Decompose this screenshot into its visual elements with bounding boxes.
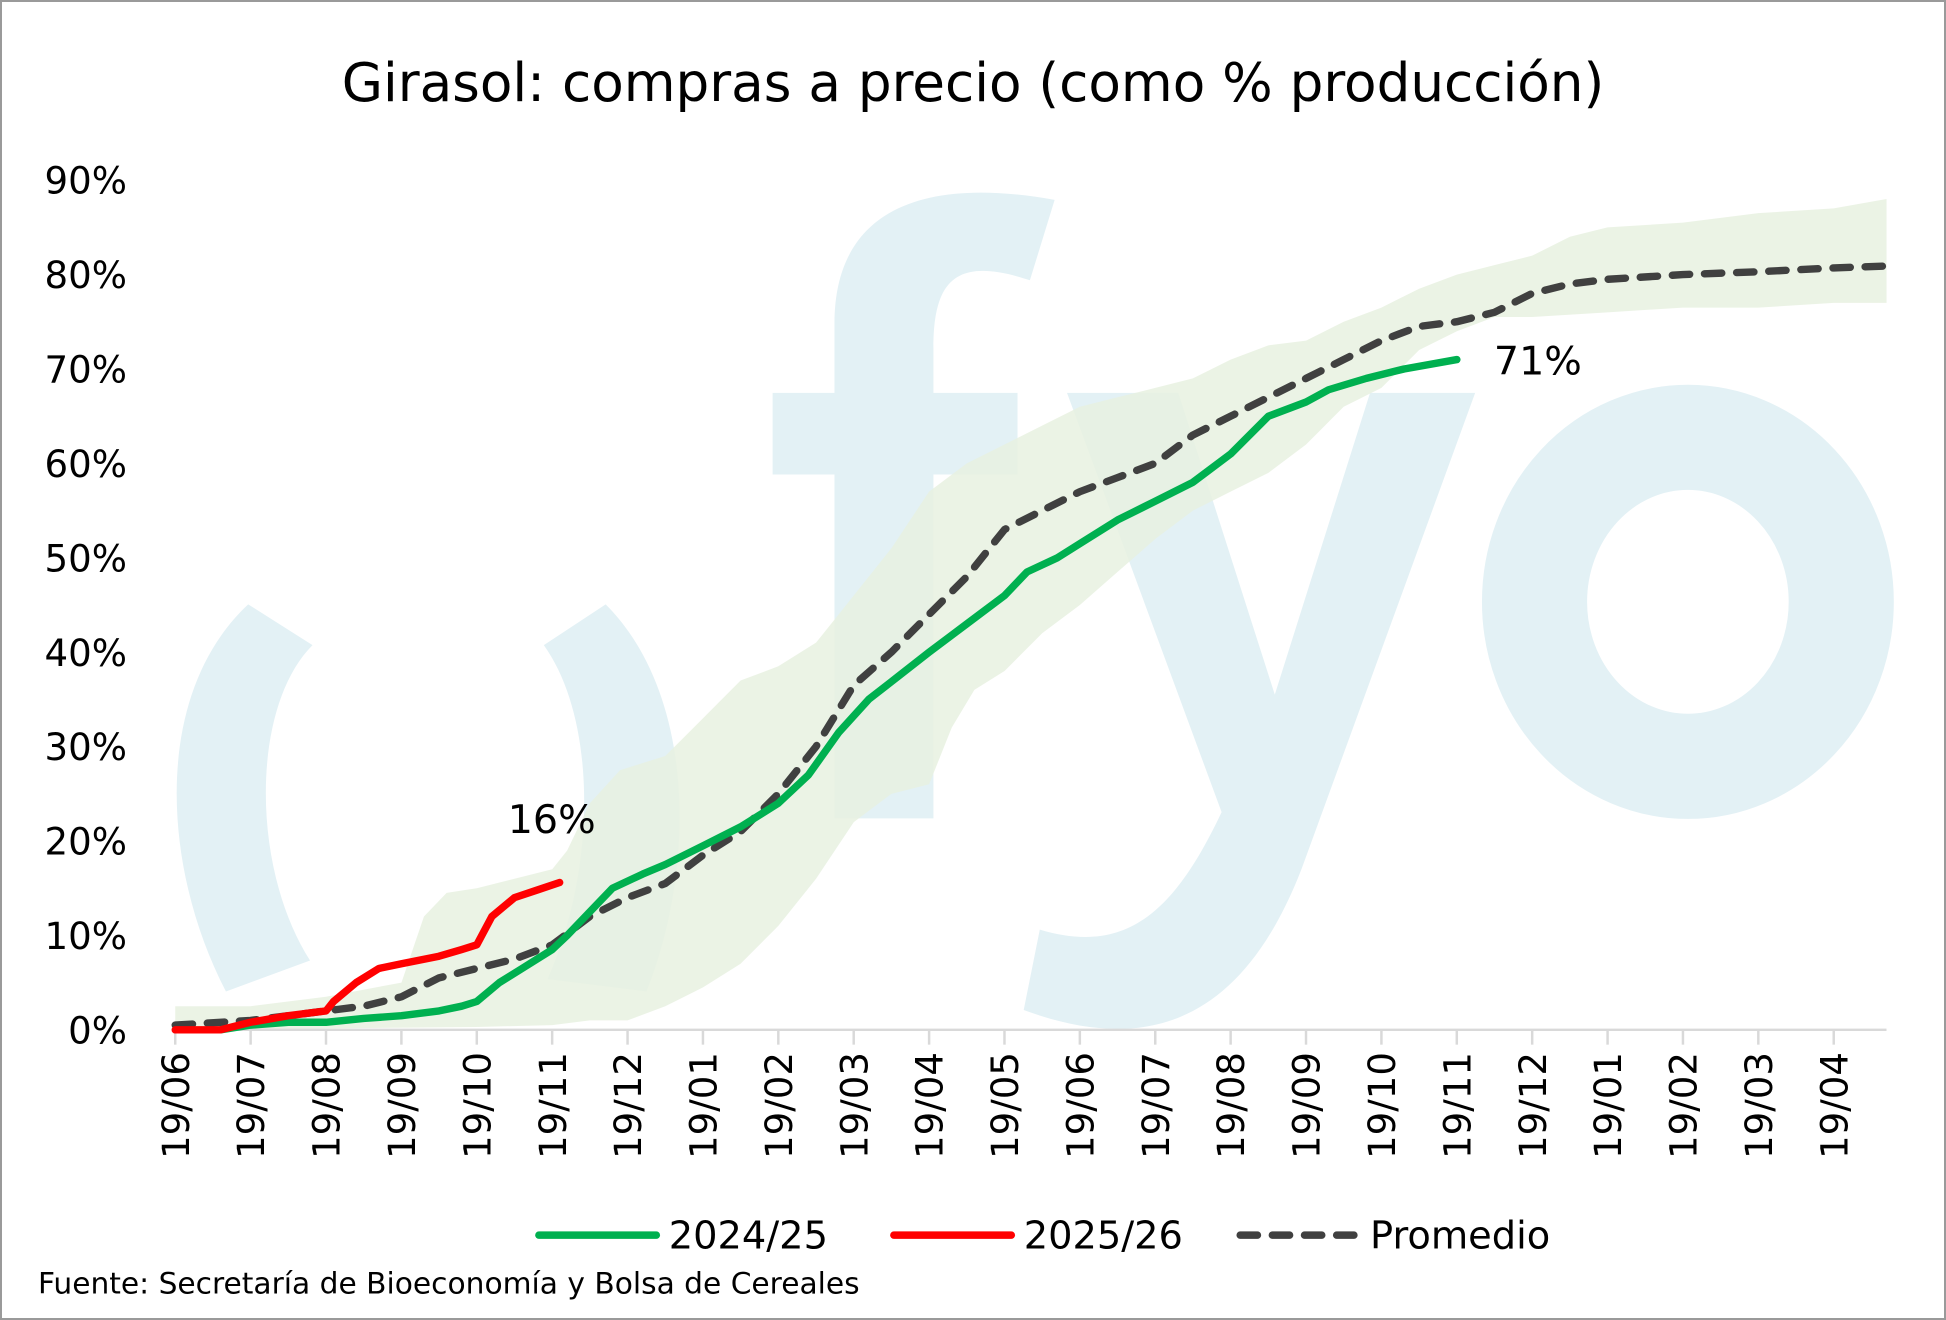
- legend: 2024/25 2025/26 Promedio: [535, 1214, 1550, 1259]
- x-tick-label: 19/09: [1286, 1052, 1329, 1159]
- min-max-band: [175, 199, 1887, 1030]
- series-line-2025-26: [171, 878, 564, 1034]
- watermark-letter-o: [1481, 384, 1894, 819]
- y-tick-label: 30%: [45, 726, 127, 769]
- x-tick-label: 19/12: [607, 1052, 650, 1159]
- x-tick-label: 19/10: [1361, 1052, 1404, 1159]
- y-tick-label: 60%: [45, 443, 127, 486]
- x-tick-label: 19/03: [1738, 1052, 1781, 1159]
- x-tick-label: 19/06: [1059, 1052, 1102, 1159]
- x-tick-label: 19/02: [1663, 1052, 1706, 1159]
- x-tick-label: 19/05: [984, 1052, 1027, 1159]
- x-tick-label: 19/04: [909, 1052, 952, 1159]
- y-tick-label: 80%: [45, 254, 127, 297]
- x-tick-label: 19/09: [381, 1052, 424, 1159]
- x-tick-label: 19/07: [230, 1052, 273, 1159]
- x-tick-label: 19/02: [758, 1052, 801, 1159]
- x-tick-label: 19/11: [1436, 1052, 1479, 1159]
- annotation-2025-26: 16%: [508, 797, 596, 843]
- x-tick-label: 19/06: [155, 1052, 198, 1159]
- series-line-promedio: [171, 262, 1891, 1029]
- chart-title: Girasol: compras a precio (como % produc…: [342, 52, 1605, 114]
- y-tick-label: 50%: [45, 537, 127, 580]
- x-tick-label: 19/08: [306, 1052, 349, 1159]
- x-tick-label: 19/04: [1813, 1052, 1856, 1159]
- x-tick-label: 19/10: [456, 1052, 499, 1159]
- source-note: Fuente: Secretaría de Bioeconomía y Bols…: [38, 1265, 860, 1300]
- x-tick-label: 19/08: [1210, 1052, 1253, 1159]
- x-tick-label: 19/12: [1512, 1052, 1555, 1159]
- y-tick-label: 20%: [45, 821, 127, 864]
- legend-label: Promedio: [1370, 1214, 1550, 1259]
- y-tick-label: 0%: [68, 1009, 127, 1052]
- legend-label: 2025/26: [1024, 1214, 1183, 1259]
- x-tick-label: 19/01: [1587, 1052, 1630, 1159]
- x-tick-label: 19/03: [833, 1052, 876, 1159]
- y-tick-label: 40%: [45, 632, 127, 675]
- x-tick-label: 19/01: [683, 1052, 726, 1159]
- annotation-2024-25: 71%: [1494, 338, 1582, 384]
- legend-label: 2024/25: [669, 1214, 828, 1259]
- y-tick-label: 10%: [45, 915, 127, 958]
- watermark-bracket-left: [176, 604, 313, 992]
- x-tick-label: 19/11: [532, 1052, 575, 1159]
- y-tick-label: 90%: [45, 160, 127, 203]
- series-line-2024-25: [216, 355, 1461, 1034]
- x-tick-label: 19/07: [1135, 1052, 1178, 1159]
- y-tick-label: 70%: [45, 349, 127, 392]
